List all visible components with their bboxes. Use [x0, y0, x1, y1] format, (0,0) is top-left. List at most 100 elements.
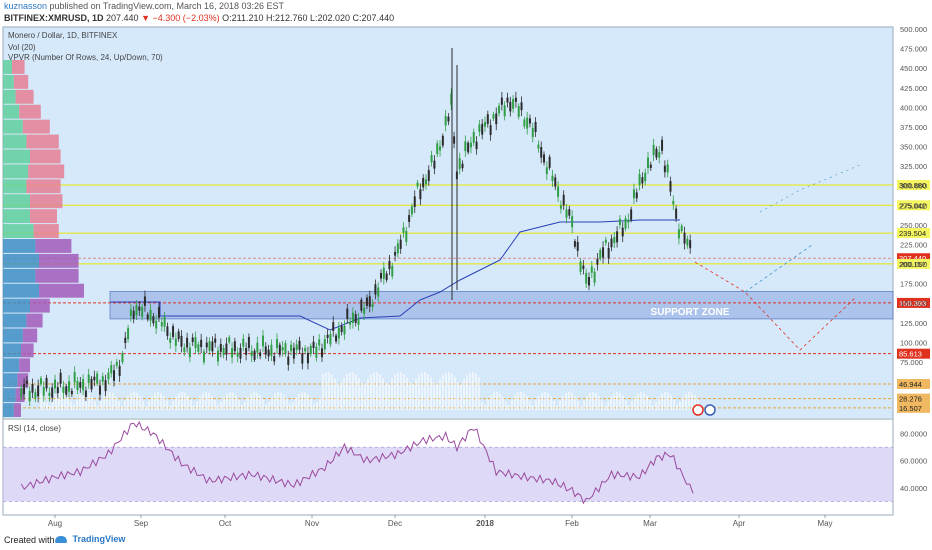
- candle-body: [399, 239, 402, 249]
- candle-body: [225, 343, 228, 355]
- candle-body: [439, 146, 442, 151]
- vpvr-bar-up: [3, 313, 27, 328]
- volume-bar: [247, 397, 249, 410]
- vpvr-bar-up: [3, 134, 27, 149]
- candle-body: [318, 339, 321, 346]
- y-tick-label: 100.000: [900, 338, 927, 347]
- volume-bar: [220, 401, 222, 410]
- candle-body: [208, 341, 211, 351]
- price-pane-bg: [3, 27, 893, 418]
- rsi-tick-label: 40.0000: [900, 484, 927, 493]
- volume-bar: [403, 374, 405, 410]
- volume-bar: [172, 400, 174, 410]
- volume-bar: [340, 382, 342, 410]
- candle-body: [680, 225, 683, 232]
- volume-bar: [238, 399, 240, 410]
- tradingview-brand[interactable]: TradingView: [55, 534, 125, 544]
- volume-bar: [586, 396, 588, 410]
- candle-body: [602, 247, 605, 258]
- candle-body: [512, 98, 515, 109]
- volume-bar: [583, 400, 585, 410]
- candle-body: [599, 249, 602, 259]
- candle-body: [672, 200, 675, 205]
- volume-bar: [100, 400, 102, 410]
- vpvr-bar-down: [22, 328, 38, 343]
- candle-body: [666, 164, 669, 173]
- candle-body: [157, 306, 160, 318]
- candle-body: [641, 177, 644, 184]
- candle-body: [84, 390, 87, 398]
- rsi-tick-label: 60.0000: [900, 457, 927, 466]
- x-tick-label: Oct: [219, 519, 232, 528]
- y-tick-label: 225.000: [900, 240, 927, 249]
- volume-bar: [649, 399, 651, 410]
- candle-body: [540, 147, 543, 158]
- candle-body: [326, 334, 329, 338]
- volume-bar: [46, 401, 48, 410]
- volume-bar: [268, 402, 270, 410]
- volume-bar: [595, 393, 597, 410]
- price-tag-bg: [897, 228, 930, 239]
- price-tag-bg: [897, 402, 930, 413]
- candle-body: [256, 342, 259, 353]
- price-change: −4.300 (−2.03%): [152, 13, 220, 23]
- price-tag: 275.042: [899, 201, 926, 210]
- candle-body: [96, 373, 99, 384]
- candle-body: [186, 337, 189, 348]
- vpvr-bar-down: [26, 134, 59, 149]
- volume-bar: [406, 377, 408, 410]
- volume-bar: [628, 405, 630, 410]
- candle-body: [219, 344, 222, 352]
- volume-bar: [670, 395, 672, 410]
- tradingview-label: TradingView: [72, 534, 126, 544]
- footer: Created with TradingView: [0, 531, 932, 550]
- candle-body: [579, 261, 582, 272]
- rsi-tick-label: 80.0000: [900, 430, 927, 439]
- volume-bar: [334, 378, 336, 410]
- candle-body: [155, 320, 158, 329]
- vpvr-bar-down: [35, 268, 79, 283]
- candle-body: [461, 163, 464, 169]
- volume-bar: [475, 373, 477, 410]
- candle-body: [528, 118, 531, 124]
- candle-body: [101, 376, 104, 382]
- author-link[interactable]: kuznasson: [4, 1, 48, 11]
- candle-body: [537, 144, 540, 149]
- volume-bar: [442, 374, 444, 410]
- candle-body: [166, 326, 169, 336]
- y-tick-label: 75.000: [900, 358, 923, 367]
- y-tick-label: 425.000: [900, 84, 927, 93]
- price-chart[interactable]: SUPPORT ZONE 300.880 275.042 239.504 207.440…: [0, 0, 932, 530]
- volume-bar: [337, 383, 339, 410]
- candle-body: [548, 156, 551, 168]
- candle-body: [222, 348, 225, 356]
- vpvr-bar-up: [3, 283, 39, 298]
- candle-body: [276, 339, 279, 349]
- candle-body: [267, 349, 270, 357]
- volume-bar: [601, 400, 603, 410]
- price-tag-bg: [897, 378, 930, 389]
- candle-body: [655, 148, 658, 158]
- candle-body: [214, 338, 217, 343]
- candle-body: [127, 328, 130, 340]
- volume-bar: [673, 399, 675, 410]
- down-arrow-icon: ▼: [141, 13, 151, 23]
- volume-bar: [496, 392, 498, 410]
- price-tag: 85.613: [899, 350, 922, 359]
- candle-body: [149, 309, 152, 321]
- vpvr-bar-up: [3, 224, 34, 238]
- candle-body: [503, 105, 506, 117]
- candle-body: [573, 241, 576, 247]
- price-tag: 28.276: [899, 395, 922, 404]
- volume-bar: [295, 397, 297, 410]
- candle-body: [298, 340, 301, 350]
- volume-bar: [310, 398, 312, 410]
- candle-body: [523, 119, 526, 127]
- volume-bar: [604, 405, 606, 410]
- candle-body: [253, 350, 256, 360]
- candle-body: [669, 181, 672, 192]
- volume-bar: [691, 392, 693, 410]
- price-tag: 150.393: [899, 299, 926, 308]
- candle-body: [65, 386, 68, 395]
- volume-bar: [160, 392, 162, 410]
